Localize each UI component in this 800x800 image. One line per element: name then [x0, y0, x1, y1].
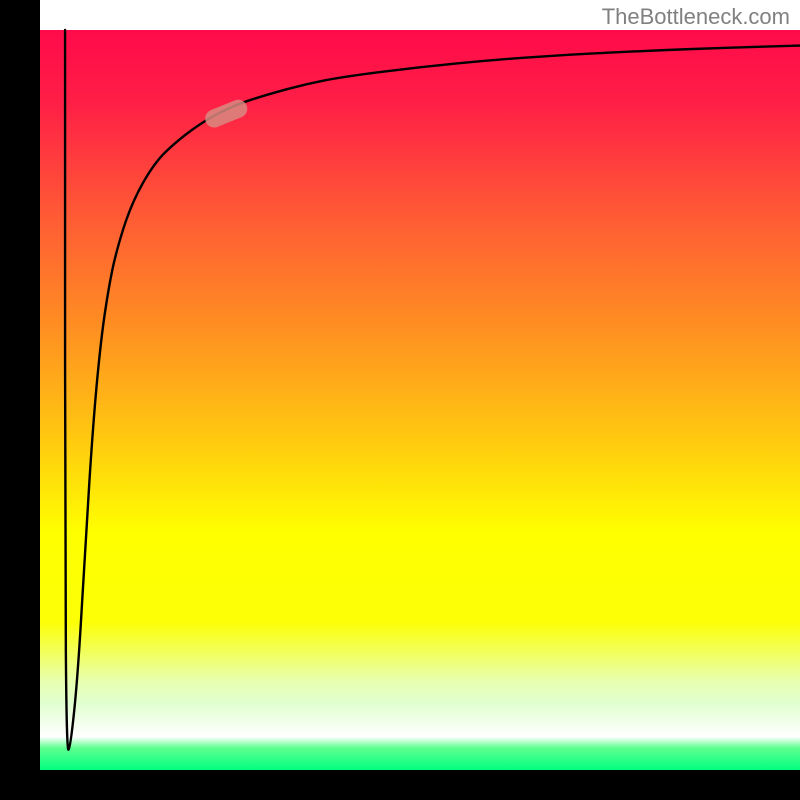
watermark-label: TheBottleneck.com [602, 4, 790, 30]
bottleneck-chart: TheBottleneck.com [0, 0, 800, 800]
x-axis [0, 770, 800, 800]
gradient-plot-area [40, 30, 800, 770]
y-axis [0, 0, 40, 800]
chart-svg [0, 0, 800, 800]
